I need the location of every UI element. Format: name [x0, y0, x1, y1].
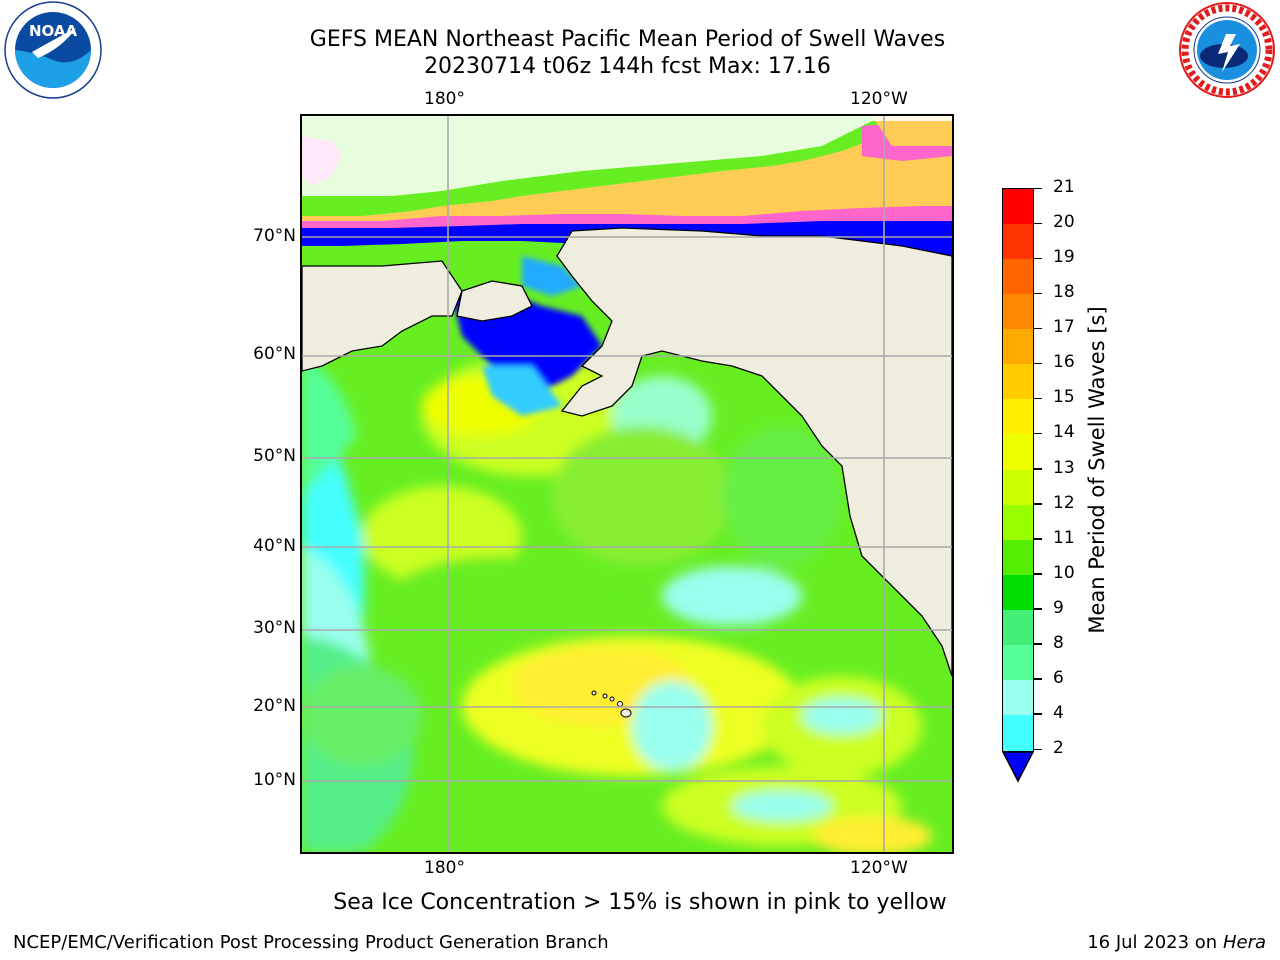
colorbar-tick-mark: [1034, 327, 1042, 330]
colorbar-tick-label: 19: [1053, 247, 1075, 268]
lat-tick-30n: 30°N: [253, 618, 296, 638]
colorbar-tick-mark: [1034, 397, 1042, 400]
nws-logo-icon: [1179, 2, 1275, 98]
colorbar-tick-label: 8: [1053, 632, 1064, 653]
colorbar-segment: [1003, 399, 1033, 435]
colorbar-segment: [1003, 294, 1033, 330]
colorbar-tick-mark: [1034, 538, 1042, 540]
colorbar-tick-label: 11: [1053, 527, 1075, 548]
colorbar-tick-label: 16: [1053, 352, 1075, 373]
colorbar-tick-mark: [1034, 292, 1042, 295]
colorbar-tick-label: 2: [1053, 738, 1064, 758]
date-text: 16 Jul 2023 on Hera: [1087, 932, 1266, 953]
chart-subtitle: 20230714 t06z 144h fcst Max: 17.16: [424, 54, 831, 79]
colorbar-segment: [1003, 364, 1033, 400]
colorbar-segment: [1003, 574, 1033, 611]
colorbar-tick-mark: [1034, 678, 1042, 680]
colorbar-tick-label: 21: [1053, 177, 1075, 197]
colorbar-tick-label: 12: [1053, 492, 1075, 513]
colorbar-tick-label: 14: [1053, 422, 1075, 443]
colorbar-segment: [1003, 679, 1033, 716]
noaa-logo: NOAA: [2, 0, 104, 100]
colorbar-tick-mark: [1034, 713, 1042, 715]
colorbar-tick-mark: [1034, 257, 1042, 260]
lat-tick-70n: 70°N: [253, 226, 296, 246]
graticule: [302, 116, 952, 852]
colorbar: [1002, 188, 1034, 752]
colorbar-tick-mark: [1034, 468, 1042, 470]
date-prefix: 16 Jul 2023 on: [1087, 932, 1223, 953]
colorbar-tick-mark: [1034, 222, 1042, 225]
colorbar-tick-label: 17: [1053, 317, 1075, 338]
colorbar-tick-mark: [1034, 187, 1042, 189]
colorbar-tick-label: 15: [1053, 387, 1075, 408]
colorbar-segment: [1003, 189, 1033, 225]
colorbar-segment: [1003, 329, 1033, 365]
colorbar-tick-mark: [1034, 643, 1042, 645]
lon-tick-bottom-180: 180°: [424, 858, 465, 878]
date-machine: Hera: [1222, 932, 1266, 953]
colorbar-segment: [1003, 259, 1033, 295]
colorbar-tick-mark: [1034, 573, 1042, 575]
lat-tick-10n: 10°N: [253, 770, 296, 790]
lat-tick-50n: 50°N: [253, 446, 296, 466]
lon-tick-top-120w: 120°W: [850, 89, 908, 109]
sea-ice-note: Sea Ice Concentration > 15% is shown in …: [333, 890, 947, 915]
colorbar-tick-mark: [1034, 503, 1042, 505]
chart-title: GEFS MEAN Northeast Pacific Mean Period …: [309, 27, 946, 52]
lon-tick-top-180: 180°: [424, 89, 465, 109]
colorbar-tick-mark: [1034, 432, 1042, 435]
land-masses: [302, 227, 952, 677]
colorbar-tick-label: 9: [1053, 597, 1064, 618]
colorbar-tick-mark: [1034, 608, 1042, 610]
colorbar-segment: [1003, 434, 1033, 470]
noaa-logo-icon: NOAA: [4, 1, 102, 99]
credit-text: NCEP/EMC/Verification Post Processing Pr…: [13, 932, 609, 953]
lat-tick-60n: 60°N: [253, 344, 296, 364]
nws-logo: [1176, 0, 1278, 100]
map-canvas: [302, 116, 952, 852]
colorbar-segment: [1003, 469, 1033, 506]
colorbar-segment: [1003, 714, 1033, 751]
lat-tick-40n: 40°N: [253, 536, 296, 556]
colorbar-tick-label: 6: [1053, 667, 1064, 688]
hawaii-islands: [591, 690, 632, 718]
colorbar-tick-label: 18: [1053, 282, 1075, 303]
lon-tick-bottom-120w: 120°W: [850, 858, 908, 878]
colorbar-tick-mark: [1034, 748, 1042, 750]
colorbar-tick-label: 4: [1053, 702, 1064, 723]
colorbar-tick-label: 13: [1053, 457, 1075, 478]
noaa-logo-text: NOAA: [29, 22, 78, 40]
colorbar-segment: [1003, 504, 1033, 541]
lat-tick-20n: 20°N: [253, 696, 296, 716]
colorbar-segment: [1003, 644, 1033, 681]
colorbar-tick-label: 20: [1053, 212, 1075, 233]
colorbar-label: Mean Period of Swell Waves [s]: [1085, 306, 1109, 634]
colorbar-tick-label: 10: [1053, 562, 1075, 583]
colorbar-segment: [1003, 539, 1033, 576]
colorbar-segment: [1003, 609, 1033, 646]
colorbar-extend-arrow: [1002, 751, 1034, 783]
colorbar-tick-mark: [1034, 362, 1042, 365]
swell-period-map: [300, 114, 954, 854]
sea-ice-band: [302, 116, 952, 266]
colorbar-segment: [1003, 224, 1033, 260]
